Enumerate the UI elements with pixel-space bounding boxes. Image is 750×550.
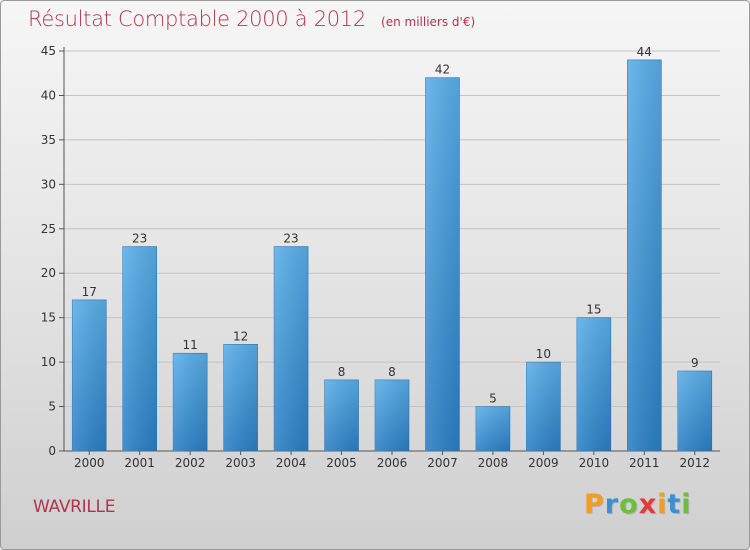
bar-value-label: 17 [82,285,97,299]
y-tick-label: 5 [48,400,56,414]
y-tick-label: 15 [41,311,56,325]
logo-letter: o [619,489,639,520]
y-tick-label: 20 [41,266,56,280]
bar-shade [425,77,460,452]
logo-letter: i [657,489,668,520]
bar-value-label: 44 [637,45,652,59]
bar-shade [677,371,712,451]
bar-shade [122,246,157,451]
bar-shade [627,59,662,452]
x-tick-label: 2009 [528,456,559,470]
logo-letter: P [584,489,605,520]
bar-value-label: 23 [132,232,147,246]
proxiti-logo[interactable]: Proxiti [584,489,692,520]
x-tick-label: 2005 [326,456,357,470]
bar-shade [223,344,258,451]
bar-shade [72,299,107,451]
bar-value-label: 12 [233,329,248,343]
bar-shade [576,317,611,451]
chart-header: Résultat Comptable 2000 à 2012 (en milli… [28,7,475,31]
bar-shade [375,379,409,451]
bar-value-label: 8 [388,365,396,379]
bar-value-label: 15 [586,303,601,317]
labels: 17 2000 23 2001 11 2002 12 2003 23 2004 8 2005 8 2006… [74,45,710,470]
bars [71,59,713,452]
chart-title: Résultat Comptable 2000 à 2012 [28,7,366,31]
y-tick-label: 40 [41,88,56,102]
logo-letter: i [681,489,692,520]
chart-subtitle: (en milliers d'€) [381,15,476,29]
bar-value-label: 8 [338,365,346,379]
bar-value-label: 10 [536,347,551,361]
y-tick-label: 10 [41,355,56,369]
bar-value-label: 42 [435,63,450,77]
x-tick-label: 2004 [276,456,307,470]
x-tick-label: 2012 [679,456,710,470]
bar-value-label: 5 [489,392,497,406]
y-tick-label: 35 [41,133,56,147]
x-tick-label: 2008 [478,456,509,470]
x-tick-label: 2000 [74,456,105,470]
x-tick-label: 2010 [579,456,610,470]
y-tick-label: 45 [41,44,56,58]
bar-value-label: 9 [691,356,699,370]
y-tick-label: 25 [41,222,56,236]
bar-value-label: 11 [183,338,198,352]
logo-letter: t [667,489,682,520]
logo-letter: x [638,489,658,520]
x-tick-label: 2003 [225,456,256,470]
bar-shade [526,362,561,451]
y-tick-label: 0 [48,444,56,458]
gridlines [64,50,720,408]
bar-shade [475,406,510,451]
x-tick-label: 2002 [175,456,206,470]
commune-name: WAVRILLE [33,497,116,517]
logo-letter: r [604,489,620,520]
y-tick-label: 30 [41,177,56,191]
bar-shade [274,246,309,451]
bar-shade [324,379,359,451]
x-tick-label: 2007 [427,456,458,470]
x-tick-label: 2001 [124,456,155,470]
bar-shade [173,353,208,451]
x-tick-label: 2011 [629,456,660,470]
bar-value-label: 23 [283,232,298,246]
x-tick-label: 2006 [377,456,408,470]
